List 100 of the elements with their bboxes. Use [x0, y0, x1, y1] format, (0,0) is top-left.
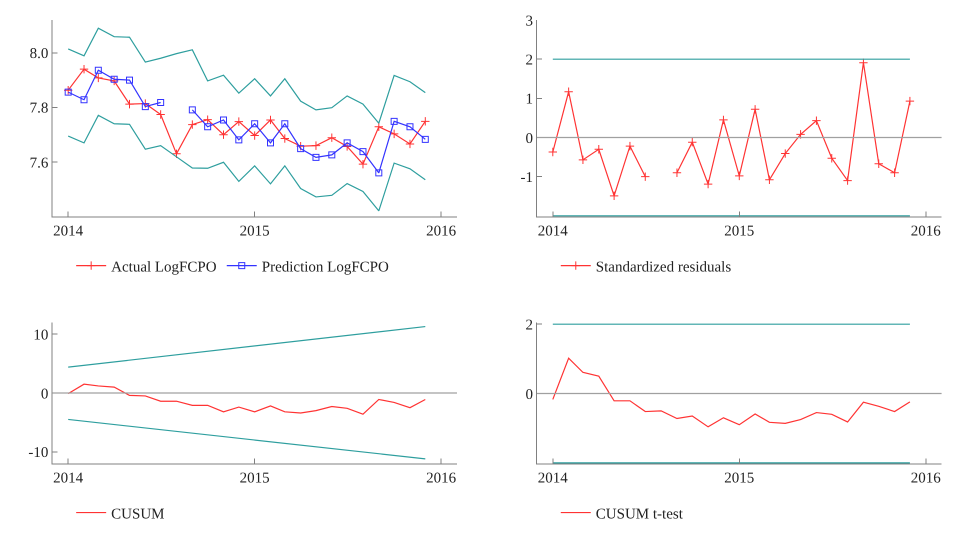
point — [625, 141, 635, 151]
point — [358, 159, 368, 169]
y-tick-label: 3 — [525, 13, 533, 30]
line-series — [552, 358, 911, 428]
y-tick-label: 0 — [525, 386, 533, 403]
legend-label: CUSUM — [111, 506, 165, 522]
line-series — [68, 28, 426, 124]
point — [750, 104, 760, 114]
x-tick-label: 2015 — [240, 224, 270, 240]
point — [94, 66, 102, 74]
line-series — [68, 114, 426, 212]
x-tick-label: 2016 — [426, 470, 457, 487]
point — [842, 176, 852, 186]
point — [266, 115, 276, 125]
point — [188, 120, 198, 130]
point — [405, 139, 415, 149]
point — [359, 148, 366, 156]
point — [780, 148, 790, 158]
point — [157, 98, 164, 106]
point — [79, 64, 89, 74]
y-tick-label: 2 — [525, 52, 533, 68]
y-tick-label: 8.0 — [30, 46, 48, 62]
point — [548, 147, 558, 157]
x-tick-label: 2014 — [53, 470, 84, 487]
x-tick-label: 2014 — [538, 224, 568, 240]
point — [202, 114, 212, 124]
point — [344, 139, 351, 146]
point — [312, 154, 320, 161]
legend-label: Actual LogFCPO — [111, 259, 217, 276]
point — [764, 175, 774, 184]
point — [124, 99, 134, 109]
point — [297, 145, 304, 152]
point — [328, 151, 336, 158]
point — [204, 123, 212, 130]
y-tick-label: 7.8 — [30, 100, 48, 117]
point — [390, 118, 398, 125]
point — [640, 172, 650, 182]
point — [672, 168, 682, 178]
y-tick-label: 0 — [40, 386, 48, 402]
point — [422, 136, 429, 143]
point — [718, 115, 728, 125]
x-tick-label: 2014 — [538, 470, 568, 487]
point — [280, 134, 290, 144]
point — [594, 144, 604, 154]
y-tick-label: -10 — [28, 445, 48, 462]
point — [420, 116, 430, 126]
point — [234, 116, 244, 126]
point — [188, 106, 196, 114]
point — [126, 76, 133, 84]
point — [688, 138, 697, 147]
x-tick-label: 2016 — [426, 224, 457, 240]
legend-label: Prediction LogFCPO — [262, 259, 390, 276]
point — [327, 133, 337, 142]
point — [311, 140, 321, 150]
line-series — [68, 384, 426, 415]
point — [874, 159, 884, 168]
point — [374, 122, 384, 132]
x-tick-label: 2015 — [240, 470, 270, 487]
point — [94, 73, 104, 83]
y-tick-label: -1 — [520, 170, 533, 186]
y-tick-label: 2 — [525, 317, 533, 334]
point — [812, 116, 822, 126]
point — [609, 191, 619, 201]
point — [796, 130, 806, 140]
point — [64, 88, 72, 96]
point — [110, 76, 118, 83]
point — [905, 96, 915, 106]
point — [235, 136, 242, 144]
legend-label: Standardized residuals — [596, 259, 732, 276]
point — [251, 120, 258, 128]
x-tick-label: 2014 — [53, 224, 84, 240]
point — [375, 169, 382, 176]
point — [389, 129, 399, 139]
point — [156, 110, 166, 120]
point — [109, 76, 119, 86]
point — [250, 130, 260, 140]
x-tick-label: 2015 — [724, 470, 754, 487]
point — [827, 154, 836, 163]
point — [266, 139, 274, 146]
point — [578, 155, 588, 165]
point — [406, 123, 414, 130]
x-tick-label: 2015 — [724, 224, 754, 240]
point — [342, 142, 352, 152]
point — [281, 120, 288, 128]
legend-label: CUSUM t-test — [596, 506, 684, 522]
point — [564, 86, 574, 96]
y-tick-label: 0 — [525, 130, 533, 147]
x-tick-label: 2016 — [910, 224, 942, 240]
point — [218, 130, 228, 140]
point — [220, 116, 227, 124]
point — [296, 141, 306, 151]
point — [734, 171, 744, 181]
point — [172, 149, 182, 159]
point — [142, 103, 149, 110]
y-tick-label: 10 — [33, 327, 48, 344]
point — [703, 179, 713, 189]
point — [80, 96, 88, 104]
x-tick-label: 2016 — [910, 470, 942, 487]
point — [63, 86, 73, 95]
point — [890, 168, 900, 178]
